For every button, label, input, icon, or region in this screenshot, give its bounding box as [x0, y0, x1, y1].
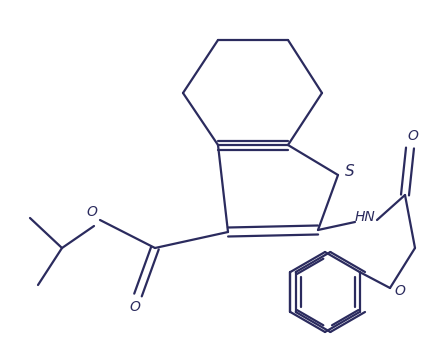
Text: O: O [86, 205, 97, 219]
Text: S: S [345, 165, 355, 179]
Text: HN: HN [355, 210, 375, 224]
Text: O: O [395, 284, 405, 298]
Text: O: O [130, 300, 140, 314]
Text: O: O [407, 129, 419, 143]
